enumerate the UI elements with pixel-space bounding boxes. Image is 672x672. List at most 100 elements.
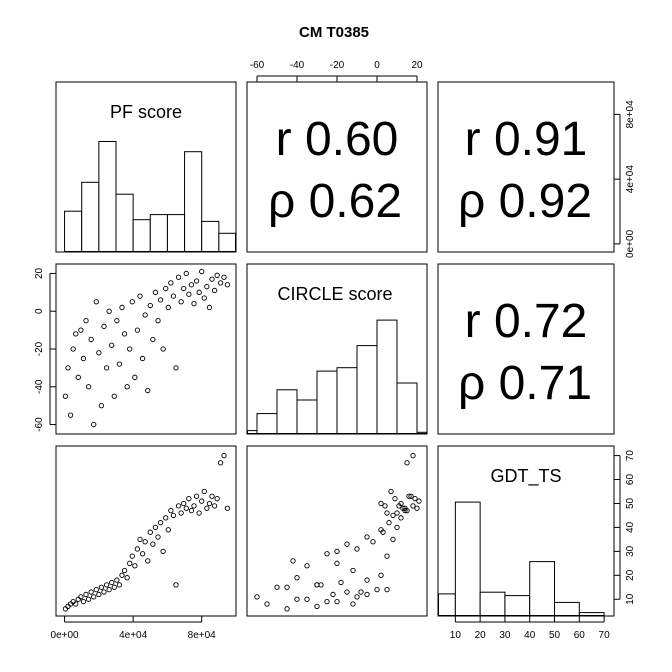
hist-bar bbox=[336, 367, 358, 435]
scatter-point bbox=[168, 507, 174, 514]
scatter-point bbox=[152, 524, 159, 531]
scatter-point bbox=[181, 285, 187, 292]
panel-circle-vs-pf bbox=[55, 263, 237, 435]
scatter-point bbox=[106, 308, 112, 314]
hist-bar bbox=[64, 210, 83, 252]
corr-rho-pf-circle: ρ 0.62 bbox=[268, 175, 402, 228]
scatter-point bbox=[196, 510, 202, 516]
scatter-point bbox=[191, 503, 197, 509]
tick-label: 0e+00 bbox=[625, 229, 636, 258]
scatter-point bbox=[378, 572, 384, 578]
scatter-point bbox=[378, 500, 384, 507]
scatter-point bbox=[392, 496, 398, 502]
hist-bar bbox=[247, 430, 258, 435]
hist-bar bbox=[376, 319, 398, 435]
scatter-point bbox=[80, 355, 87, 362]
scatter-points bbox=[62, 268, 422, 612]
scatter-point bbox=[211, 287, 218, 294]
tick-label: 0 bbox=[34, 308, 45, 314]
scatter-point bbox=[98, 584, 105, 590]
scatter-point bbox=[364, 591, 370, 598]
scatter-point bbox=[274, 584, 280, 590]
scatter-point bbox=[150, 541, 156, 547]
scatter-point bbox=[334, 598, 340, 605]
hist-bar bbox=[578, 612, 605, 616]
scatter-point bbox=[121, 331, 128, 337]
scatter-point bbox=[114, 318, 120, 324]
hist-bar bbox=[166, 214, 186, 253]
scatter-point bbox=[83, 591, 89, 598]
scatter-point bbox=[196, 289, 202, 295]
tick-label: -60 bbox=[34, 417, 45, 432]
tick-label: 10 bbox=[625, 593, 636, 605]
scatter-point bbox=[183, 270, 189, 277]
tick-label: -20 bbox=[330, 60, 345, 71]
scatter-point bbox=[96, 591, 102, 598]
scatter-point bbox=[160, 548, 166, 555]
scatter-point bbox=[139, 355, 146, 362]
scatter-point bbox=[103, 582, 110, 588]
scatter-point bbox=[400, 505, 406, 511]
scatter-point bbox=[214, 272, 220, 278]
scatter-point bbox=[193, 493, 200, 499]
scatter-point bbox=[73, 601, 79, 607]
panel-gdt-hist bbox=[437, 445, 615, 617]
scatter-point bbox=[137, 293, 143, 299]
scatter-point bbox=[147, 529, 153, 535]
scatter-point bbox=[344, 541, 350, 547]
scatter-point bbox=[370, 539, 376, 545]
scatter-point bbox=[374, 587, 380, 593]
scatter-point bbox=[304, 563, 310, 569]
scatter-point bbox=[338, 579, 344, 586]
hist-bar bbox=[98, 141, 117, 252]
varname-circle-score: CIRCLE score bbox=[277, 284, 392, 304]
scatter-point bbox=[85, 596, 92, 602]
hist-bar bbox=[201, 220, 220, 252]
scatter-point bbox=[83, 318, 89, 324]
scatter-point bbox=[358, 589, 364, 595]
tick-label: 0e+00 bbox=[51, 630, 80, 641]
hist-bar bbox=[256, 413, 278, 435]
panel-circle-gdt-corr bbox=[437, 263, 615, 435]
scatter-point bbox=[386, 519, 392, 526]
varname-gdt-ts: GDT_TS bbox=[490, 466, 561, 487]
hist-bar bbox=[479, 591, 506, 617]
tick-label: 0 bbox=[374, 60, 380, 71]
scatter-point bbox=[314, 582, 320, 588]
scatter-point bbox=[163, 285, 169, 292]
hist-bar bbox=[316, 370, 338, 435]
tick-label: 40 bbox=[524, 630, 536, 641]
scatter-point bbox=[199, 498, 205, 504]
hist-bar bbox=[149, 214, 168, 253]
scatter-point bbox=[127, 346, 133, 352]
scatter-point bbox=[304, 596, 310, 602]
hist-bar bbox=[504, 595, 531, 616]
scatter-point bbox=[390, 536, 396, 543]
scatter-point bbox=[124, 384, 130, 390]
scatter-point bbox=[404, 460, 410, 466]
scatter-point bbox=[324, 598, 330, 605]
scatter-point bbox=[168, 280, 174, 286]
panel-pf-gdt-corr bbox=[437, 81, 615, 253]
scatter-point bbox=[175, 274, 182, 280]
scatter-point bbox=[75, 374, 81, 380]
panel-pf-hist bbox=[55, 81, 237, 253]
scatter-point bbox=[211, 503, 218, 509]
tick-label: 4e+04 bbox=[119, 630, 148, 641]
hist-bar bbox=[81, 181, 100, 252]
scatter-point bbox=[155, 318, 161, 324]
corr-r-circle-gdt: r 0.72 bbox=[465, 295, 588, 348]
hist-bar bbox=[115, 193, 134, 252]
tick-label: -40 bbox=[290, 60, 305, 71]
scatter-point bbox=[204, 505, 210, 511]
scatter-point bbox=[217, 460, 224, 466]
tick-label: 60 bbox=[574, 630, 586, 641]
scatter-point bbox=[103, 365, 110, 371]
tick-label: 20 bbox=[34, 267, 45, 279]
scatter-point bbox=[199, 268, 205, 275]
hist-bar bbox=[396, 382, 418, 434]
scatter-point bbox=[73, 331, 79, 337]
scatter-point bbox=[111, 393, 117, 399]
scatter-point bbox=[127, 560, 133, 566]
scatter-point bbox=[145, 387, 151, 394]
